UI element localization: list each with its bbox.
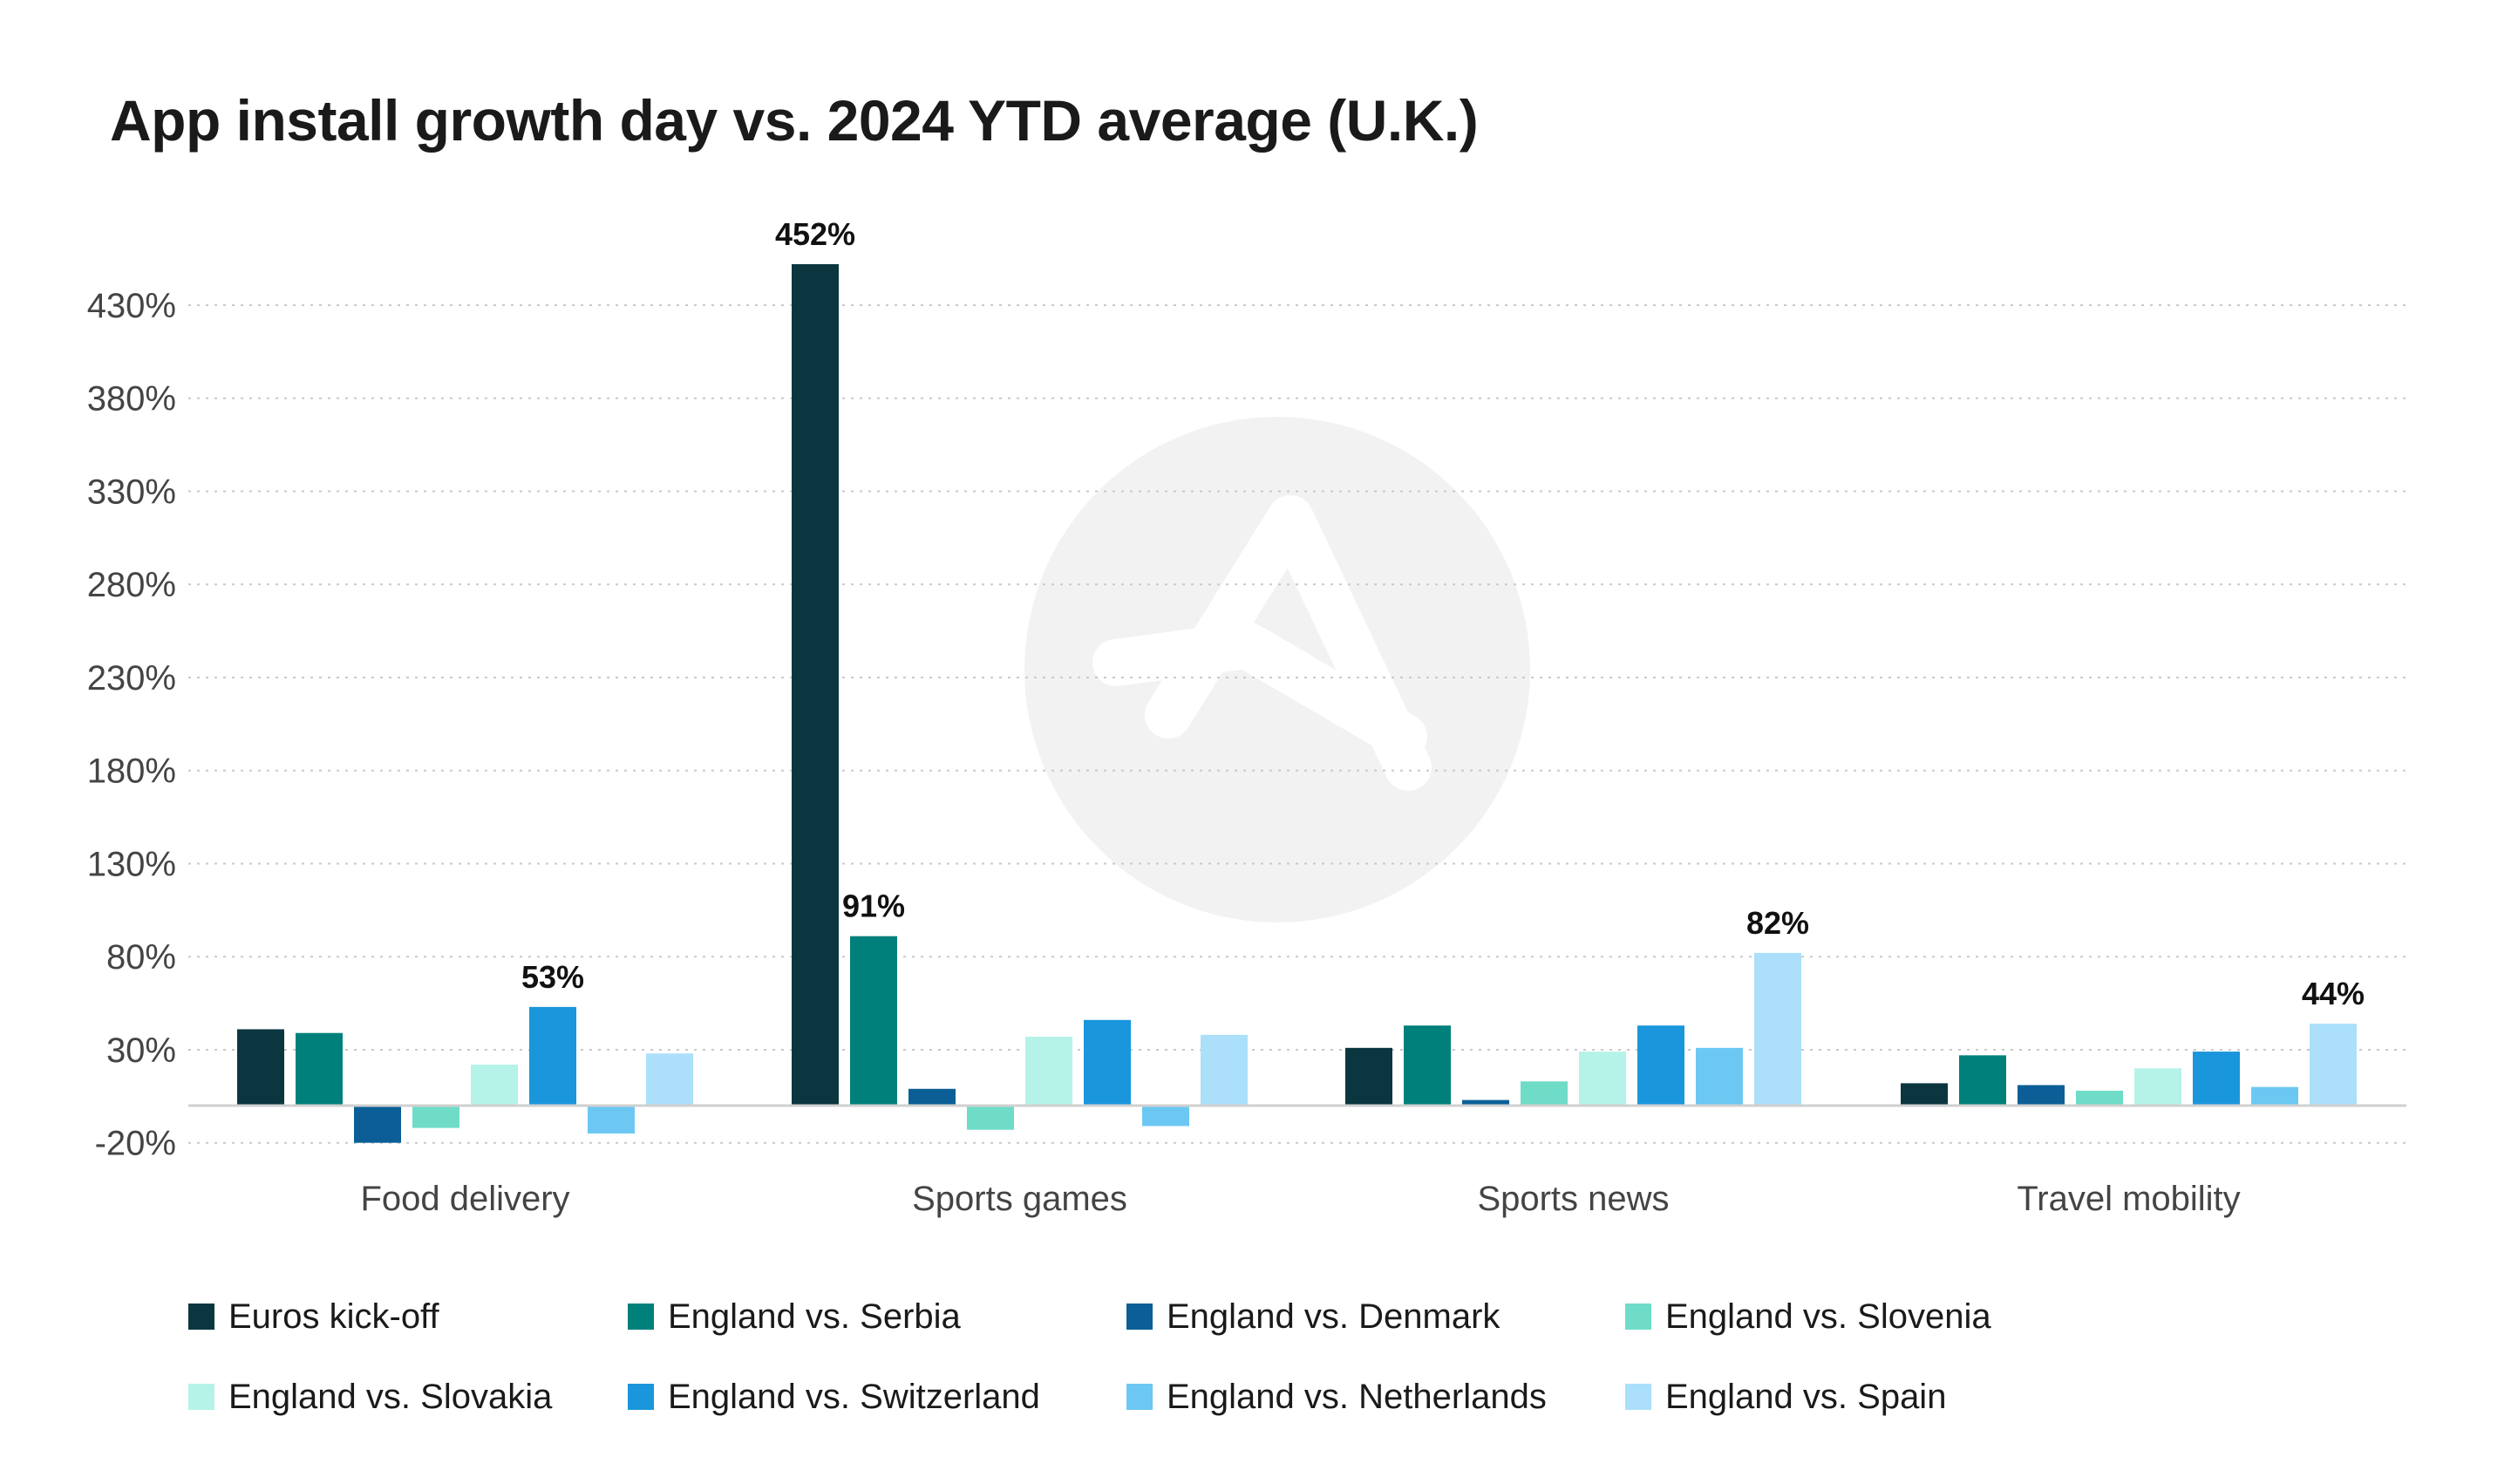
legend-item: England vs. Serbia: [628, 1290, 961, 1343]
legend-item: England vs. Slovenia: [1625, 1290, 1991, 1343]
bar: [296, 1032, 343, 1106]
x-category-label: Sports games: [912, 1180, 1127, 1218]
legend-swatch: [1625, 1304, 1651, 1330]
y-tick-label: -20%: [95, 1125, 176, 1163]
bar: [1142, 1106, 1189, 1127]
legend-swatch: [1126, 1384, 1153, 1410]
legend-item: England vs. Switzerland: [628, 1371, 1040, 1423]
bar: [1696, 1047, 1743, 1106]
y-tick-label: 130%: [87, 845, 176, 883]
legend-swatch: [188, 1384, 214, 1410]
bar: [2310, 1024, 2357, 1106]
bar: [1025, 1037, 1072, 1106]
data-label: 53%: [521, 959, 584, 995]
legend-swatch: [628, 1384, 654, 1410]
bar: [850, 936, 897, 1106]
x-category-label: Sports news: [1477, 1180, 1669, 1218]
legend-item: England vs. Spain: [1625, 1371, 1946, 1423]
legend-label: England vs. Denmark: [1167, 1297, 1500, 1336]
bar: [1084, 1019, 1131, 1106]
legend-swatch: [188, 1304, 214, 1330]
legend-label: England vs. Netherlands: [1167, 1377, 1547, 1416]
legend-swatch: [628, 1304, 654, 1330]
bar: [588, 1106, 635, 1134]
data-label: 44%: [2302, 976, 2365, 1011]
data-label: 452%: [775, 216, 855, 252]
bar: [529, 1006, 576, 1106]
bar: [237, 1029, 284, 1106]
legend-label: England vs. Slovakia: [228, 1377, 553, 1416]
legend-label: England vs. Switzerland: [668, 1377, 1040, 1416]
y-tick-label: 280%: [87, 566, 176, 604]
y-tick-label: 430%: [87, 287, 176, 325]
bar: [792, 263, 839, 1106]
bar: [1754, 952, 1801, 1106]
y-tick-label: 330%: [87, 473, 176, 511]
bar: [2018, 1085, 2065, 1106]
bar: [1901, 1083, 1948, 1106]
bar: [471, 1065, 518, 1106]
bar: [1637, 1025, 1684, 1106]
bar: [908, 1088, 956, 1106]
bar: [967, 1106, 1014, 1130]
chart-title: App install growth day vs. 2024 YTD aver…: [110, 88, 1479, 153]
bar: [354, 1106, 401, 1143]
x-category-label: Travel mobility: [2017, 1180, 2240, 1218]
bar: [1579, 1052, 1626, 1106]
bar: [2134, 1068, 2181, 1106]
legend-label: England vs. Serbia: [668, 1297, 961, 1336]
logo-watermark-icon: [1024, 417, 1530, 922]
x-category-label: Food delivery: [360, 1180, 569, 1218]
y-tick-label: 230%: [87, 659, 176, 698]
legend-swatch: [1126, 1304, 1153, 1330]
bar: [646, 1053, 693, 1106]
bar: [2193, 1052, 2240, 1106]
bar: [1521, 1081, 1568, 1106]
y-tick-label: 180%: [87, 752, 176, 791]
y-tick-label: 380%: [87, 380, 176, 419]
legend-item: Euros kick-off: [188, 1290, 439, 1343]
bar: [412, 1106, 459, 1128]
legend-item: England vs. Slovakia: [188, 1371, 552, 1423]
legend-label: England vs. Spain: [1665, 1377, 1947, 1416]
data-label: 91%: [842, 888, 905, 924]
legend-label: England vs. Slovenia: [1665, 1297, 1991, 1336]
legend-item: England vs. Netherlands: [1126, 1371, 1547, 1423]
bar: [1404, 1025, 1451, 1106]
bar: [1201, 1034, 1248, 1106]
legend-swatch: [1625, 1384, 1651, 1410]
legend-label: Euros kick-off: [228, 1297, 439, 1336]
y-tick-label: 80%: [106, 938, 176, 977]
bar: [1345, 1047, 1392, 1106]
bar: [1462, 1099, 1509, 1106]
bar: [1959, 1055, 2006, 1106]
bar: [2076, 1090, 2123, 1106]
y-tick-label: 30%: [106, 1031, 176, 1070]
bar: [2251, 1086, 2298, 1106]
data-label: 82%: [1746, 905, 1809, 941]
legend-item: England vs. Denmark: [1126, 1290, 1500, 1343]
